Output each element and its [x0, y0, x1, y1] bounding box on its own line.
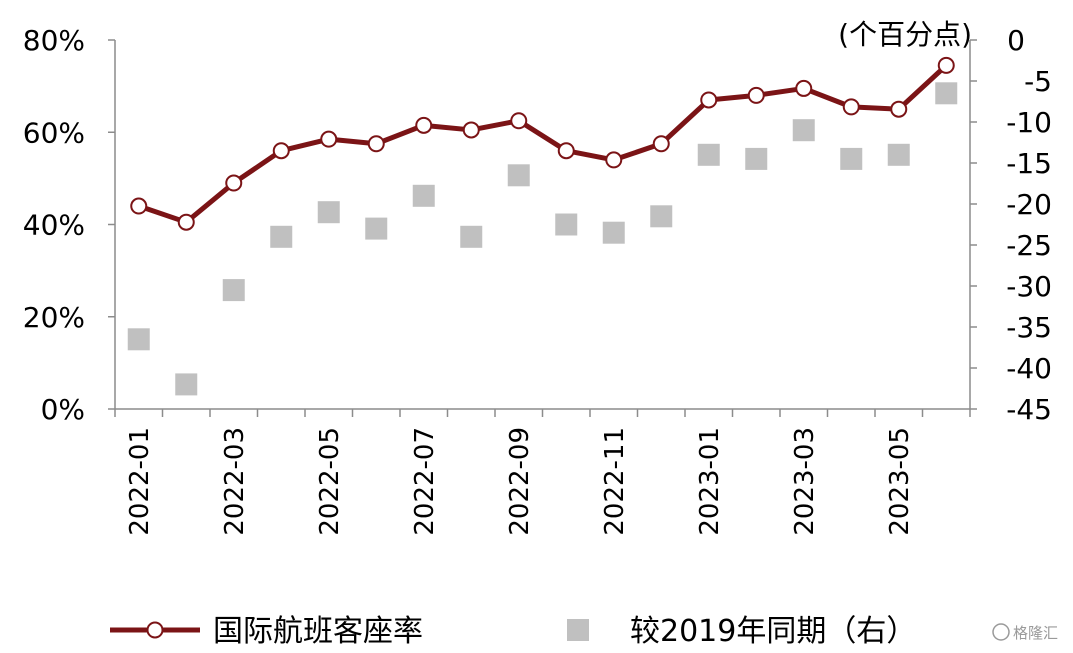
line-point — [652, 135, 670, 153]
x-axis-tick-label: 2022-07 — [410, 427, 440, 536]
scatter-point — [222, 279, 245, 302]
right-axis-ticks: -5 -10 -15 -20 -25 -30 -35 -40 -45 0 — [970, 24, 1052, 426]
scatter-point — [270, 225, 293, 248]
watermark-text: 格隆汇 — [1013, 624, 1058, 642]
legend-label-line: 国际航班客座率 — [213, 614, 423, 649]
right-axis-tick-label: -40 — [1006, 352, 1052, 385]
legend-label-scatter: 较2019年同期（右） — [630, 614, 916, 649]
right-axis-unit-label: (个百分点) — [838, 18, 972, 51]
right-axis-tick-label: -5 — [1024, 65, 1052, 98]
right-axis-tick-label: -25 — [1006, 229, 1052, 262]
scatter-point — [507, 164, 530, 187]
scatter-point — [887, 143, 910, 166]
scatter-point — [365, 217, 388, 240]
legend: 国际航班客座率 较2019年同期（右） — [110, 614, 916, 649]
right-axis-tick-label: -35 — [1006, 311, 1052, 344]
right-axis-tick-label: -10 — [1006, 106, 1052, 139]
legend-line-marker — [146, 621, 164, 639]
line-path — [137, 63, 948, 225]
line-point — [937, 56, 955, 74]
right-axis-tick-label: 0 — [1007, 24, 1025, 57]
line-series — [130, 56, 955, 231]
right-axis-tick-label: -20 — [1006, 188, 1052, 221]
line-point — [367, 135, 385, 153]
scatter-point — [555, 213, 578, 236]
scatter-series — [127, 82, 958, 396]
right-axis-tick-label: -45 — [1006, 393, 1052, 426]
scatter-point — [745, 147, 768, 170]
x-axis-tick-label: 2023-01 — [695, 427, 725, 536]
x-axis-tick-label: 2023-05 — [885, 427, 915, 536]
scatter-point — [792, 119, 815, 142]
scatter-point — [127, 328, 150, 351]
line-point — [415, 116, 433, 134]
scatter-point — [840, 147, 863, 170]
left-axis-tick-label: 0% — [41, 393, 85, 426]
line-point — [320, 130, 338, 148]
x-axis-tick-label: 2022-03 — [220, 427, 250, 536]
x-axis-tick-label: 2022-05 — [315, 427, 345, 536]
x-axis-tick-label: 2022-11 — [600, 427, 630, 536]
line-point — [272, 142, 290, 160]
scatter-point — [697, 143, 720, 166]
watermark: 格隆汇 — [992, 623, 1058, 642]
x-axis-tick-label: 2022-09 — [505, 427, 535, 536]
right-axis-tick-label: -15 — [1006, 147, 1052, 180]
line-point — [700, 91, 718, 109]
scatter-point — [460, 225, 483, 248]
line-point — [130, 197, 148, 215]
scatter-point — [602, 221, 625, 244]
line-point — [747, 86, 765, 104]
line-point — [605, 151, 623, 169]
line-point — [462, 121, 480, 139]
right-axis-tick-label: -30 — [1006, 270, 1052, 303]
left-axis-tick-label: 20% — [23, 301, 85, 334]
scatter-point — [317, 201, 340, 224]
line-point — [557, 142, 575, 160]
scatter-point — [175, 373, 198, 396]
line-point — [795, 79, 813, 97]
line-point — [510, 112, 528, 130]
scatter-point — [935, 82, 958, 105]
x-axis-tick-label: 2023-03 — [790, 427, 820, 536]
legend-square-marker — [567, 619, 589, 641]
line-point — [890, 100, 908, 118]
left-axis-tick-label: 40% — [23, 209, 85, 242]
line-point — [842, 98, 860, 116]
axes — [114, 40, 971, 410]
left-axis-tick-label: 60% — [23, 116, 85, 149]
x-axis-ticks: 2022-01 2022-03 2022-05 2022-07 2022-09 2022-… — [114, 409, 971, 536]
left-axis-ticks: 80% 60% 40% 20% 0% — [23, 24, 115, 426]
watermark-logo-icon — [992, 623, 1010, 641]
left-axis-tick-label: 80% — [23, 24, 85, 57]
line-point — [177, 213, 195, 231]
x-axis-tick-label: 2022-01 — [125, 427, 155, 536]
scatter-point — [650, 205, 673, 228]
line-point — [225, 174, 243, 192]
scatter-point — [412, 184, 435, 207]
